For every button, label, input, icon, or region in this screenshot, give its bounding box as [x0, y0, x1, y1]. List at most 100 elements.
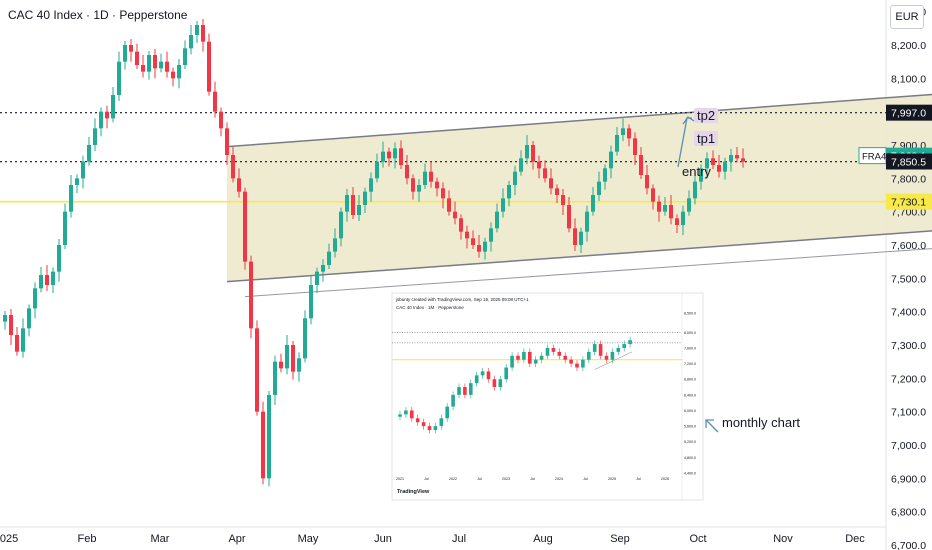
candle-body: [351, 195, 355, 215]
price-tick-label: 8,100.0: [891, 73, 926, 85]
inset-candle-body: [622, 344, 626, 348]
symbol-tag-label: FRA40: [862, 152, 892, 163]
candle-body: [297, 358, 301, 372]
time-tick-label: Feb: [78, 533, 97, 545]
inset-brand: TradingView: [397, 489, 430, 495]
inset-candle-body: [522, 351, 526, 360]
candle-body: [363, 191, 367, 205]
candle-body: [171, 71, 175, 79]
inset-candle-body: [504, 367, 508, 380]
channel-lower-line: [226, 230, 932, 283]
price-tick-label: 8,200.0: [891, 40, 926, 52]
candle-body: [501, 198, 505, 212]
candle-body: [453, 211, 457, 219]
candle-body: [495, 211, 499, 229]
time-tick-label: Nov: [773, 533, 793, 545]
candle-body: [531, 145, 535, 162]
inset-time-tick: 2021: [396, 477, 404, 481]
price-tick-label: 6,700.0: [891, 540, 926, 550]
inset-time-tick: 2025: [608, 477, 616, 481]
candle-body: [435, 181, 439, 189]
chart-title: CAC 40 Index · 1D · Pepperstone: [8, 8, 188, 22]
candle-body: [423, 171, 427, 185]
candle-body: [87, 145, 91, 162]
inset-candle-body: [404, 410, 408, 415]
channel-upper-line: [226, 93, 932, 148]
time-tick-label: Dec: [845, 533, 865, 545]
candle-body: [267, 395, 271, 479]
candle-body: [729, 155, 733, 162]
candle-body: [603, 168, 607, 182]
inset-price-tick: 7,200.0: [684, 362, 696, 366]
inset-candle-body: [616, 347, 621, 352]
candle-body: [621, 128, 625, 135]
price-tick-label: 7,300.0: [891, 340, 926, 352]
candle-body: [69, 185, 73, 212]
candle-body: [537, 161, 541, 169]
inset-candle-body: [433, 426, 438, 431]
candle-body: [177, 65, 181, 79]
inset-candle-body: [415, 418, 420, 423]
candle-body: [585, 211, 589, 232]
price-tick-label: 7,500.0: [891, 273, 926, 285]
inset-candle-body: [575, 363, 579, 368]
candle-body: [45, 275, 49, 285]
inset-candle-body: [427, 426, 432, 431]
candle-body: [321, 265, 325, 272]
candle-body: [105, 111, 109, 119]
candle-body: [249, 261, 253, 329]
candle-body: [483, 241, 487, 252]
inset-candle-body: [457, 387, 461, 395]
candle-body: [219, 111, 223, 129]
inset-price-tick: 5,200.0: [684, 440, 696, 444]
inset-price-tick: 8,500.0: [684, 311, 696, 315]
candle-body: [189, 35, 193, 49]
channel-parallel-line: [244, 248, 932, 298]
inset-candle-body: [563, 355, 567, 360]
inset-price-tick: 4,400.0: [684, 472, 696, 476]
inset-pointer-arrow: [705, 419, 719, 433]
candle-body: [273, 361, 277, 395]
currency-button[interactable]: EUR: [890, 5, 924, 29]
candle-body: [579, 231, 583, 245]
inset-time-tick: Jul: [530, 477, 535, 481]
time-tick-label: 2025: [0, 533, 18, 545]
inset-candle-body: [528, 351, 532, 364]
candle-body: [3, 315, 7, 322]
candle-body: [417, 185, 421, 192]
time-tick-label: Mar: [151, 533, 170, 545]
inset-candle-body: [451, 394, 455, 407]
candle-body: [657, 201, 661, 212]
candle-body: [327, 251, 331, 265]
candle-body: [303, 318, 307, 359]
inset-candle-body: [474, 375, 479, 384]
price-tick-label: 7,600.0: [891, 240, 926, 252]
candle-body: [369, 178, 373, 192]
inset-pointer-arrow-head: [705, 419, 714, 428]
candle-body: [315, 271, 319, 285]
inset-candle-body: [533, 359, 538, 364]
candle-body: [57, 245, 61, 272]
price-tick-label: 7,200.0: [891, 373, 926, 385]
candle-body: [591, 195, 595, 212]
candle-body: [669, 205, 673, 219]
candle-body: [723, 161, 727, 172]
candle-body: [195, 25, 199, 35]
inset-candle-body: [486, 371, 491, 380]
inset-candle-body: [551, 347, 556, 352]
inset-candle-body: [439, 418, 444, 427]
candle-body: [255, 328, 259, 412]
candle-body: [33, 288, 37, 309]
candle-body: [555, 188, 559, 195]
monthly-chart-label: monthly chart: [722, 415, 800, 430]
inset-candle-body: [469, 383, 473, 395]
inset-candle-body: [480, 371, 485, 376]
time-tick-label: Aug: [533, 533, 553, 545]
candle-body: [129, 45, 133, 52]
candle-body: [381, 151, 385, 162]
inset-candle-body: [557, 351, 562, 356]
price-scale-background: [886, 0, 932, 550]
candle-body: [663, 205, 667, 212]
candle-body: [39, 275, 43, 289]
